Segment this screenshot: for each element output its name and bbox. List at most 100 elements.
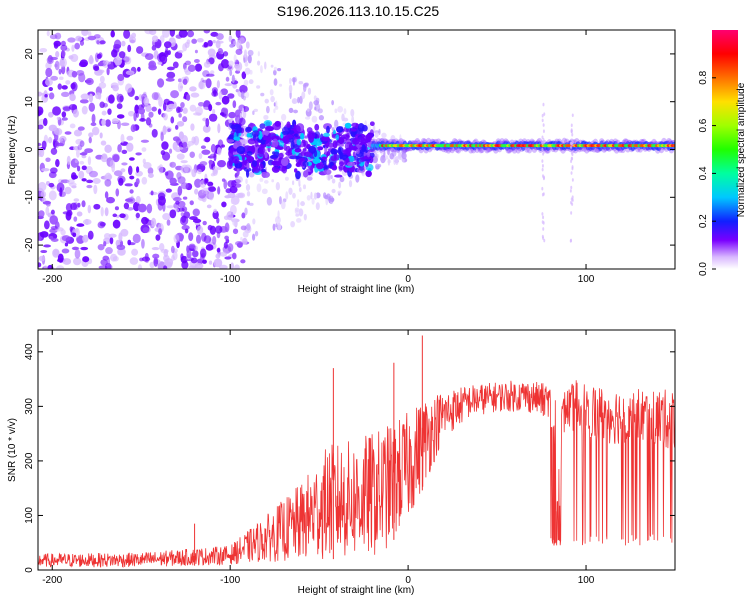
spectrogram-cell <box>224 235 229 240</box>
spectrogram-cell <box>120 133 125 144</box>
spectrogram-cell <box>248 171 255 178</box>
spectrogram-cell <box>209 225 217 235</box>
spectrogram-cell <box>59 57 67 68</box>
spectrogram-cell <box>54 140 60 148</box>
spectrogram-cell <box>182 116 188 123</box>
spectrogram-cell <box>359 157 365 163</box>
spectrogram-cell <box>394 156 399 166</box>
spectrogram-cell <box>302 160 309 168</box>
spectrogram-cell <box>245 126 252 133</box>
spectrogram-y-tick-label: 20 <box>24 48 35 60</box>
spectrogram-cell <box>55 50 60 58</box>
spectrogram-cell <box>571 152 574 157</box>
spectrogram-cell <box>73 257 82 266</box>
spectrogram-cell <box>81 165 87 171</box>
spectrogram-cell <box>144 30 153 35</box>
spectrogram-cell <box>542 192 545 196</box>
spectrogram-cell <box>541 118 544 123</box>
spectrogram-cell <box>115 188 120 197</box>
spectrogram-cell <box>173 234 180 244</box>
spectrogram-cell <box>103 232 111 240</box>
spectrogram-cell <box>256 60 261 66</box>
spectrogram-cell <box>194 262 204 269</box>
spectrogram-cell <box>151 217 157 228</box>
spectrogram-cell <box>49 167 58 174</box>
spectrogram-cell <box>542 140 545 144</box>
spectrogram-cell <box>148 111 154 118</box>
spectrogram-cell <box>294 207 300 212</box>
spectrogram-cell <box>215 101 222 106</box>
spectrogram-cell <box>352 137 361 145</box>
spectrogram-cell <box>202 220 207 226</box>
spectrogram-cell <box>158 228 162 236</box>
spectrogram-cell <box>43 117 48 127</box>
spectrogram-cell <box>48 111 54 118</box>
spectrogram-cell <box>61 91 70 98</box>
spectrogram-cell <box>49 215 59 225</box>
spectrogram-cell <box>151 246 160 251</box>
figure-title: S196.2026.113.10.15.C25 <box>277 3 440 19</box>
spectrogram-cell <box>101 118 106 126</box>
spectrogram-cell <box>210 173 215 177</box>
spectrogram-cell <box>243 57 246 64</box>
spectrogram-cell <box>225 76 230 82</box>
spectrogram-cell <box>87 230 94 240</box>
spectrogram-cell <box>246 151 253 157</box>
spectrogram-cell <box>241 212 246 219</box>
spectrogram-cell <box>137 264 143 269</box>
spectrogram-cell <box>292 77 296 86</box>
spectrogram-x-tick-label: -200 <box>42 274 62 285</box>
spectrogram-cell <box>85 218 89 226</box>
colorbar-tick-label: 0.2 <box>698 214 709 228</box>
spectrogram-cell <box>144 252 149 261</box>
spectrogram-cell <box>270 154 279 159</box>
spectrogram-cell <box>353 161 361 165</box>
spectrogram-cell <box>239 112 242 119</box>
spectrogram-cell <box>542 215 545 220</box>
spectrogram-cell <box>248 202 254 206</box>
spectrogram-cell <box>264 125 274 131</box>
spectrogram-cell <box>239 84 248 94</box>
spectrogram-cell <box>298 208 304 217</box>
spectrogram-cell <box>217 123 221 134</box>
spectrogram-cell <box>215 253 221 259</box>
spectrogram-cell <box>199 248 207 258</box>
spectrogram-cell <box>277 222 282 231</box>
spectrogram-cell <box>291 148 296 155</box>
spectrogram-cell <box>254 230 259 237</box>
spectrogram-cell <box>326 125 330 134</box>
spectrogram-cell <box>99 101 105 109</box>
spectrogram-cell <box>161 151 171 161</box>
spectrogram-cell <box>334 174 343 178</box>
spectrogram-cell <box>189 200 194 206</box>
spectrogram-cell <box>55 159 60 168</box>
spectrogram-cell <box>177 50 184 54</box>
spectrogram-cell <box>79 160 85 165</box>
spectrogram-cell <box>542 236 545 240</box>
spectrogram-cell <box>343 108 347 115</box>
spectrogram-cell <box>145 104 152 112</box>
spectrogram-cell <box>61 85 68 90</box>
spectrogram-cell <box>275 182 280 191</box>
spectrogram-cell <box>304 116 311 120</box>
spectrogram-cell <box>124 183 133 187</box>
spectrogram-cell <box>99 40 106 45</box>
spectrogram-cell <box>198 80 206 90</box>
spectrogram-cell <box>38 142 42 147</box>
spectrogram-cell <box>40 191 47 198</box>
spectrogram-cell <box>295 162 301 167</box>
snr-x-label: Height of straight line (km) <box>298 585 415 596</box>
spectrogram-cell <box>169 161 176 168</box>
spectrogram-cell <box>70 82 76 90</box>
spectrogram-cell <box>229 69 233 76</box>
spectrogram-cell <box>113 57 122 66</box>
spectrogram-cell <box>208 113 218 122</box>
spectrogram-cell <box>240 225 247 231</box>
spectrogram-cell <box>322 160 327 166</box>
spectrogram-cell <box>186 93 191 101</box>
spectrogram-cell <box>95 92 101 100</box>
spectrogram-cell <box>248 79 254 85</box>
spectrogram-cell <box>38 146 43 156</box>
spectrogram-cell <box>72 232 77 238</box>
